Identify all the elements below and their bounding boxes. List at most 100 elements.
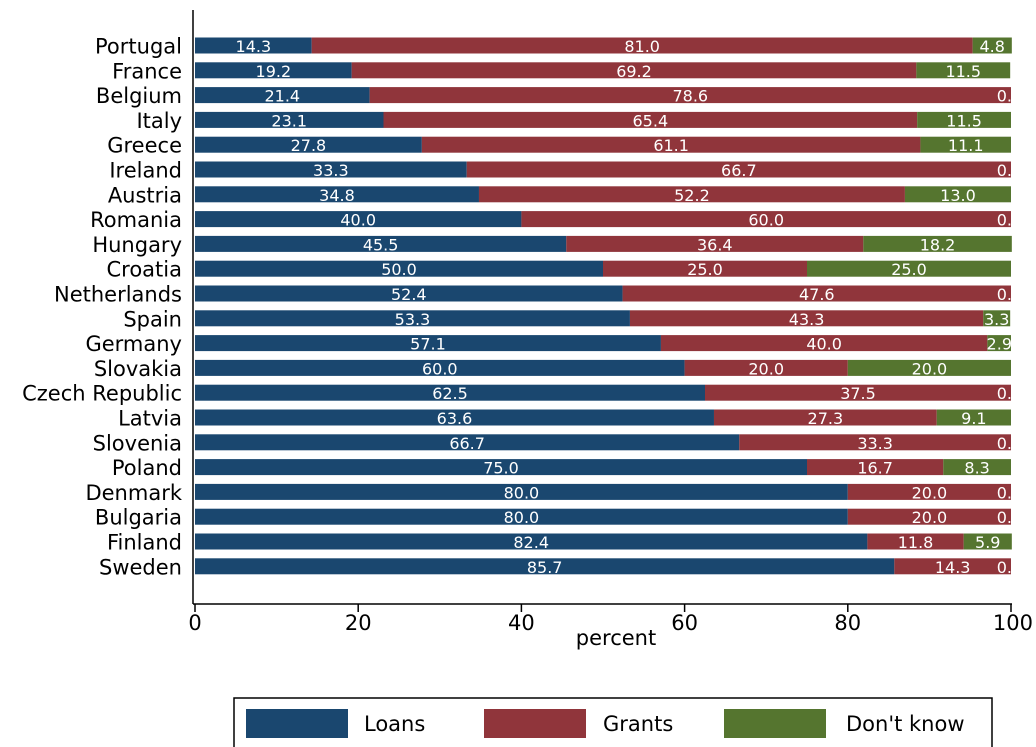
bar-slovenia-loans: [195, 434, 740, 451]
y-label-spain: Spain: [123, 307, 182, 331]
data-label-netherlands-loans: 52.4: [391, 285, 427, 304]
data-label-czech-republic-loans: 62.5: [432, 384, 468, 403]
data-label-netherlands-don-t-know: 0.: [997, 285, 1012, 304]
y-label-hungary: Hungary: [92, 233, 182, 257]
bar-portugal-don-t-know: [972, 37, 1012, 54]
bars-layer: 14.3 81.0 4.8 19.2 69.2 11.5 21.4 78.6 0. 23.1 65.…: [195, 37, 1012, 577]
bar-germany-grants: [660, 335, 988, 352]
data-label-poland-loans: 75.0: [483, 459, 519, 478]
data-label-slovenia-loans: 66.7: [449, 434, 485, 453]
bar-hungary-don-t-know: [863, 235, 1012, 252]
bar-spain-loans: [195, 310, 630, 327]
bar-slovakia-grants: [684, 359, 848, 376]
y-label-romania: Romania: [90, 208, 182, 232]
data-label-spain-don-t-know: 3.3: [984, 310, 1009, 329]
data-label-italy-loans: 23.1: [271, 111, 307, 130]
bar-hungary-grants: [566, 235, 864, 252]
bar-spain-don-t-know: [983, 310, 1011, 327]
data-label-ireland-grants: 66.7: [721, 161, 757, 180]
bar-ireland-loans: [195, 161, 467, 178]
data-label-germany-grants: 40.0: [806, 335, 842, 354]
data-label-france-grants: 69.2: [616, 62, 652, 81]
data-label-finland-grants: 11.8: [898, 533, 934, 552]
bar-denmark-loans: [195, 483, 848, 500]
legend-label-grants: Grants: [603, 712, 673, 736]
x-tick-label-40: 40: [508, 611, 535, 635]
y-label-slovakia: Slovakia: [94, 357, 182, 381]
x-tick-label-0: 0: [188, 611, 201, 635]
data-label-belgium-loans: 21.4: [264, 87, 300, 106]
data-label-hungary-don-t-know: 18.2: [920, 235, 956, 254]
data-label-ireland-don-t-know: 0.: [997, 161, 1012, 180]
bar-ireland-grants: [466, 161, 1011, 178]
data-label-hungary-loans: 45.5: [363, 235, 399, 254]
data-label-austria-don-t-know: 13.0: [940, 186, 976, 205]
data-label-bulgaria-don-t-know: 0.: [997, 508, 1012, 527]
bar-denmark-grants: [847, 483, 1011, 500]
bar-italy-loans: [195, 111, 384, 128]
x-tick-label-80: 80: [834, 611, 861, 635]
legend-label-don-t-know: Don't know: [846, 712, 965, 736]
bar-france-grants: [351, 62, 917, 79]
data-label-bulgaria-grants: 20.0: [912, 508, 948, 527]
bar-italy-don-t-know: [917, 111, 1011, 128]
bar-belgium-loans: [195, 87, 370, 104]
bar-sweden-grants: [894, 558, 1011, 575]
x-axis-ticks: 0 20 40 60 80 100: [188, 604, 1033, 635]
y-label-slovenia: Slovenia: [93, 431, 182, 455]
bar-latvia-grants: [713, 409, 937, 426]
bar-greece-grants: [421, 136, 921, 153]
data-label-sweden-don-t-know: 0.: [997, 558, 1012, 577]
data-label-portugal-don-t-know: 4.8: [980, 37, 1005, 56]
legend-swatch-don-t-know: [724, 709, 826, 738]
data-label-latvia-grants: 27.3: [808, 409, 844, 428]
bar-bulgaria-grants: [847, 508, 1011, 525]
bar-portugal-grants: [311, 37, 973, 54]
data-label-latvia-loans: 63.6: [437, 409, 473, 428]
x-tick-label-100: 100: [993, 611, 1033, 635]
bar-romania-loans: [195, 211, 522, 228]
bar-germany-don-t-know: [987, 335, 1011, 352]
y-label-finland: Finland: [107, 531, 182, 555]
data-label-belgium-don-t-know: 0.: [997, 87, 1012, 106]
data-label-slovakia-don-t-know: 20.0: [912, 359, 948, 378]
data-label-germany-loans: 57.1: [410, 335, 446, 354]
bar-sweden-loans: [195, 558, 895, 575]
bar-slovakia-don-t-know: [847, 359, 1011, 376]
bar-latvia-don-t-know: [936, 409, 1011, 426]
bar-netherlands-loans: [195, 285, 623, 302]
y-label-netherlands: Netherlands: [54, 283, 182, 307]
bar-croatia-loans: [195, 260, 603, 277]
y-label-ireland: Ireland: [109, 159, 182, 183]
bar-portugal-loans: [195, 37, 312, 54]
y-label-croatia: Croatia: [107, 258, 183, 282]
data-label-slovakia-grants: 20.0: [748, 359, 784, 378]
bar-finland-loans: [195, 533, 868, 550]
data-label-croatia-loans: 50.0: [381, 260, 417, 279]
data-label-denmark-don-t-know: 0.: [997, 483, 1012, 502]
legend-items: Loans Grants Don't know: [246, 709, 965, 738]
bar-poland-don-t-know: [943, 459, 1011, 476]
data-label-austria-grants: 52.2: [674, 186, 710, 205]
bar-france-don-t-know: [916, 62, 1011, 79]
data-label-romania-don-t-know: 0.: [997, 211, 1012, 230]
bar-poland-grants: [807, 459, 944, 476]
data-label-slovenia-don-t-know: 0.: [997, 434, 1012, 453]
data-label-hungary-grants: 36.4: [697, 235, 733, 254]
x-axis-title: percent: [576, 626, 656, 650]
bar-austria-don-t-know: [904, 186, 1011, 203]
data-label-latvia-don-t-know: 9.1: [961, 409, 986, 428]
bar-austria-loans: [195, 186, 479, 203]
bar-germany-loans: [195, 335, 661, 352]
y-axis-labels: PortugalFranceBelgiumItalyGreeceIrelandA…: [22, 35, 183, 580]
data-label-denmark-loans: 80.0: [504, 483, 540, 502]
data-label-france-don-t-know: 11.5: [945, 62, 981, 81]
data-label-netherlands-grants: 47.6: [799, 285, 835, 304]
data-label-poland-grants: 16.7: [857, 459, 893, 478]
y-label-poland: Poland: [112, 456, 182, 480]
x-tick-label-60: 60: [671, 611, 698, 635]
data-label-romania-loans: 40.0: [340, 211, 376, 230]
data-label-czech-republic-don-t-know: 0.: [997, 384, 1012, 403]
data-label-france-loans: 19.2: [256, 62, 292, 81]
data-label-slovakia-loans: 60.0: [422, 359, 458, 378]
